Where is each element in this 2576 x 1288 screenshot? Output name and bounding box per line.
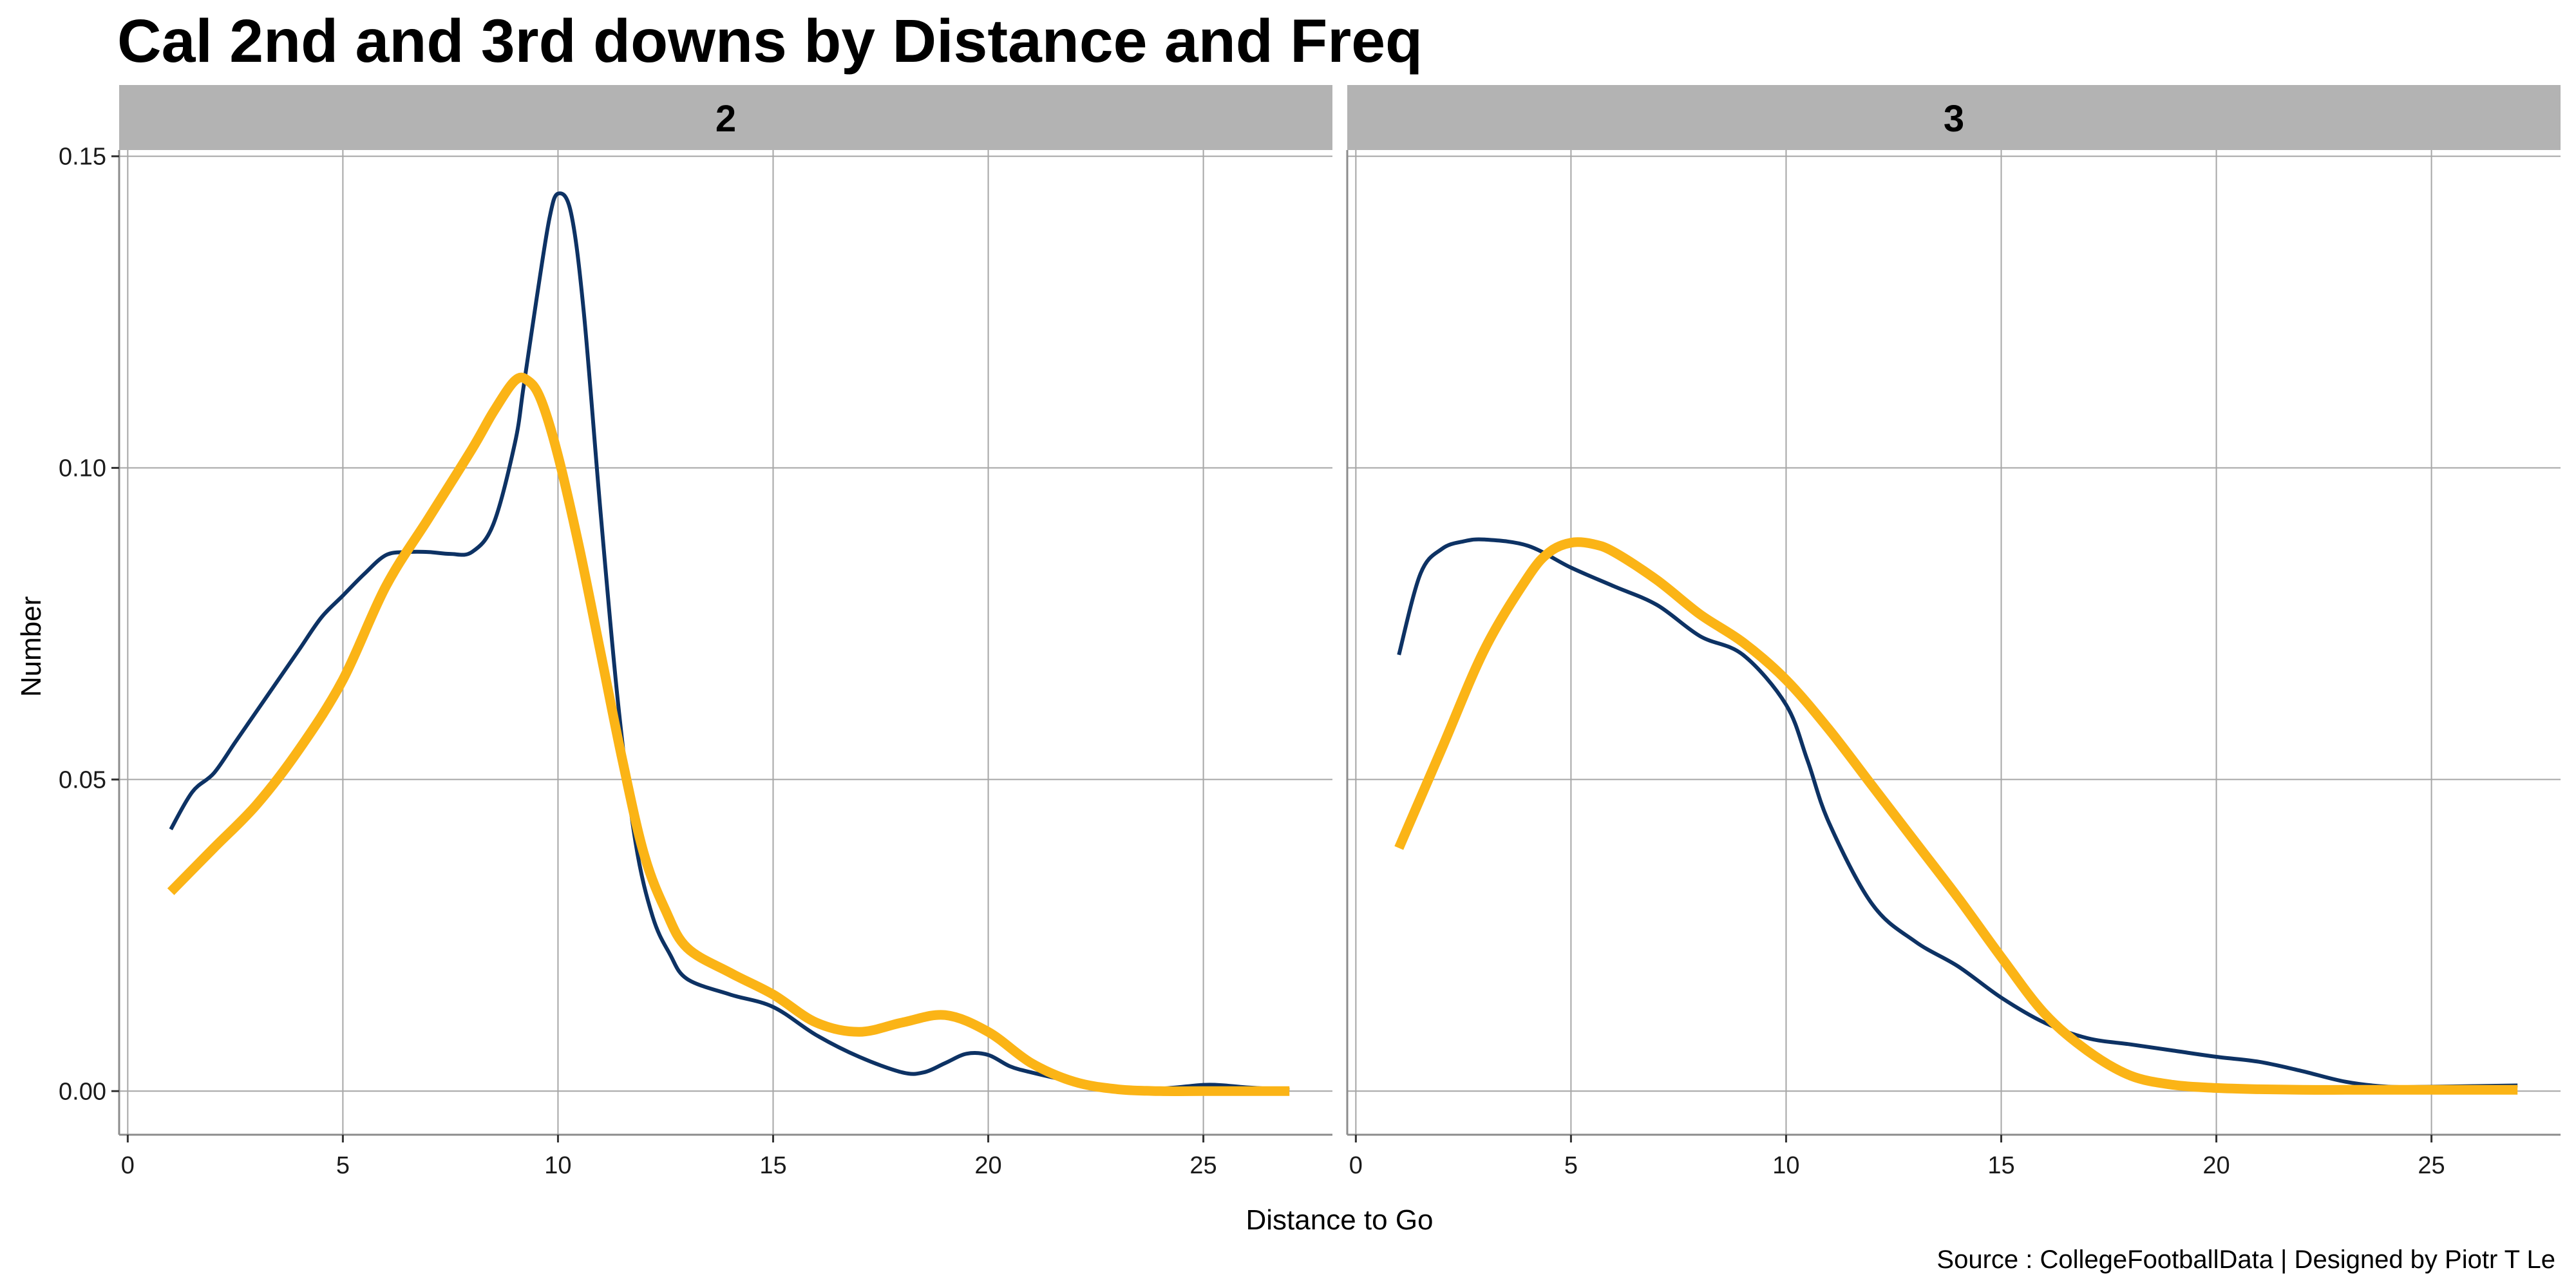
source-caption: Source : CollegeFootballData | Designed … (1937, 1245, 2555, 1274)
x-axis-ticks-2: 0 5 10 15 20 25 (121, 1135, 1217, 1179)
x-tick-label-3-10: 10 (1772, 1152, 1799, 1179)
x-tick-label-2-0: 0 (121, 1152, 135, 1179)
y-tick-label-0.1: 0.10 (59, 455, 106, 482)
y-axis-ticks: 0.00 0.05 0.10 0.15 (59, 144, 119, 1105)
strip-header-3 (1347, 85, 2561, 150)
strip-header-2 (119, 85, 1332, 150)
series-lines-3 (1394, 537, 2518, 1095)
x-tick-label-2-10: 10 (544, 1152, 571, 1179)
density-line-gold-down-2 (167, 372, 1290, 1096)
x-tick-label-3-5: 5 (1564, 1152, 1578, 1179)
panel-down-3: 3 0 5 10 15 20 25 (1346, 85, 2561, 1179)
strip-label-3: 3 (1944, 98, 1964, 140)
x-tick-label-3-15: 15 (1987, 1152, 2014, 1179)
x-axis-title: Distance to Go (1245, 1204, 1433, 1236)
panel-down-2: 2 0 5 10 15 20 25 (118, 85, 1332, 1179)
x-tick-label-3-25: 25 (2418, 1152, 2445, 1179)
x-tick-label-2-20: 20 (974, 1152, 1001, 1179)
y-tick-label-0: 0.00 (59, 1078, 106, 1105)
y-tick-label-0.05: 0.05 (59, 766, 106, 793)
density-line-navy-down-3 (1397, 537, 2518, 1090)
series-lines-2 (167, 191, 1290, 1096)
x-tick-label-2-25: 25 (1189, 1152, 1217, 1179)
x-tick-label-3-0: 0 (1349, 1152, 1363, 1179)
gridlines-3 (1346, 150, 2561, 1136)
y-axis-title: Number (15, 596, 47, 697)
chart-title: Cal 2nd and 3rd downs by Distance and Fr… (117, 7, 1423, 75)
x-tick-label-2-15: 15 (759, 1152, 786, 1179)
y-tick-label-0.15: 0.15 (59, 144, 106, 171)
x-axis-ticks-3: 0 5 10 15 20 25 (1349, 1135, 2445, 1179)
gridlines-2 (118, 150, 1332, 1136)
x-tick-label-2-5: 5 (336, 1152, 350, 1179)
strip-label-2: 2 (715, 98, 736, 140)
x-tick-label-3-20: 20 (2202, 1152, 2230, 1179)
density-line-navy-down-2 (169, 191, 1290, 1092)
density-line-gold-down-3 (1394, 537, 2518, 1095)
